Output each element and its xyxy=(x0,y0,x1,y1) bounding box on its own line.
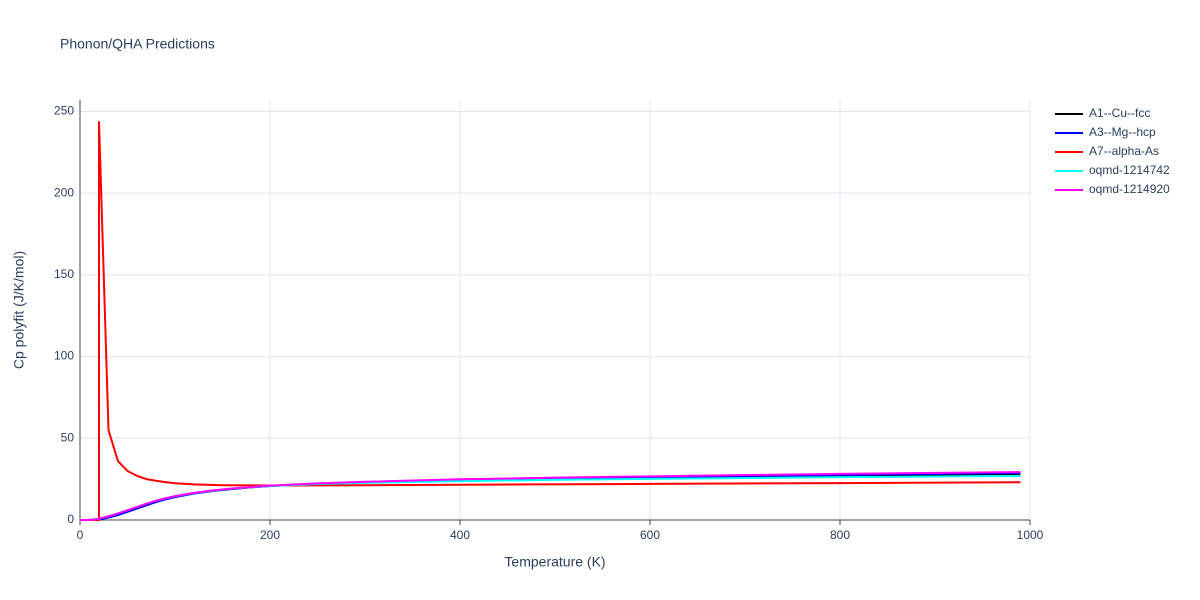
series-line xyxy=(80,121,1021,521)
x-tick-label: 1000 xyxy=(1017,528,1044,542)
series-line xyxy=(80,471,1021,521)
chart-title: Phonon/QHA Predictions xyxy=(60,36,215,52)
y-tick-label: 100 xyxy=(54,349,74,363)
x-axis-title: Temperature (K) xyxy=(504,554,605,570)
x-tick-label: 200 xyxy=(260,528,280,542)
legend-text: oqmd-1214920 xyxy=(1089,182,1170,196)
y-tick-label: 250 xyxy=(54,104,74,118)
y-tick-label: 150 xyxy=(54,267,74,281)
legend-text: A7--alpha-As xyxy=(1089,144,1159,158)
y-tick-label: 200 xyxy=(54,185,74,199)
legend-text: A3--Mg--hcp xyxy=(1089,125,1156,139)
legend-text: oqmd-1214742 xyxy=(1089,163,1170,177)
y-axis-title: Cp polyfit (J/K/mol) xyxy=(11,251,27,369)
x-tick-label: 600 xyxy=(640,528,660,542)
x-tick-label: 800 xyxy=(830,528,850,542)
y-tick-label: 50 xyxy=(61,430,75,444)
y-tick-label: 0 xyxy=(67,512,74,526)
x-tick-label: 0 xyxy=(77,528,84,542)
legend-text: A1--Cu--fcc xyxy=(1089,106,1150,120)
x-tick-label: 400 xyxy=(450,528,470,542)
